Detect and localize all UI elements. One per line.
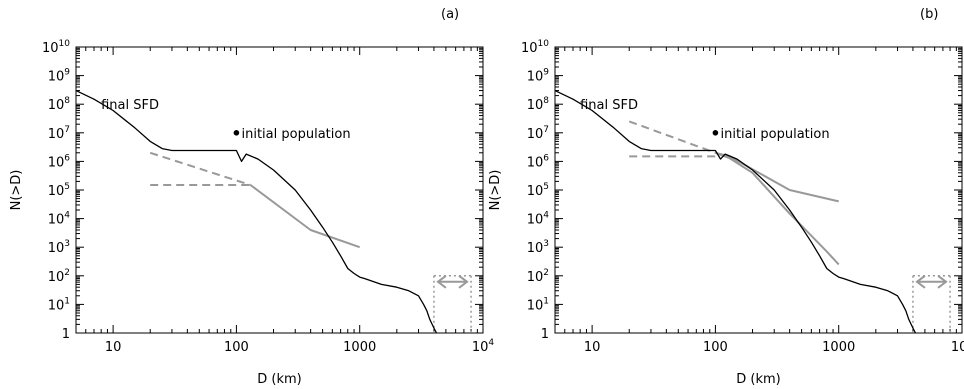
panel-label: (a) bbox=[441, 7, 459, 22]
point-marker-icon bbox=[233, 130, 240, 136]
plot-frame bbox=[554, 46, 963, 334]
y-tick-label: 107 bbox=[48, 125, 70, 142]
chart-panel-b: 10 100 1000 104 1 101 102 103 104 105 106 107 108 109… bbox=[488, 7, 964, 387]
y-tick-label: 109 bbox=[527, 68, 550, 85]
y-tick-label: 1010 bbox=[42, 39, 70, 56]
series-solid-gray-line bbox=[249, 184, 361, 249]
point-marker-icon bbox=[712, 130, 719, 136]
y-tick-label: 1010 bbox=[521, 39, 549, 56]
y-tick-label: 106 bbox=[527, 153, 550, 170]
x-tick-label: 100 bbox=[224, 340, 249, 355]
y-tick-label: 106 bbox=[48, 153, 71, 170]
y-tick-label: 102 bbox=[48, 268, 70, 285]
y-tick-label: 108 bbox=[527, 96, 550, 113]
annotation-final-sfd: final SFD bbox=[580, 98, 638, 113]
x-tick-label: 104 bbox=[951, 338, 964, 355]
y-tick-label: 1 bbox=[541, 327, 549, 342]
chart-panel-a: 10 100 1000 104 1 101 102 103 104 105 106 107 108 109… bbox=[9, 7, 494, 387]
y-tick-label: 101 bbox=[527, 296, 549, 313]
arrow-head-right bbox=[458, 275, 469, 289]
series-solid-gray-line bbox=[715, 151, 840, 266]
panel-label: (b) bbox=[920, 7, 938, 22]
y-tick-label: 105 bbox=[527, 182, 549, 199]
annotation-final-sfd: final SFD bbox=[101, 98, 159, 113]
y-tick-label: 103 bbox=[48, 239, 70, 256]
x-tick-label: 104 bbox=[472, 338, 495, 355]
y-tick-label: 109 bbox=[48, 68, 71, 85]
x-axis-label: D (km) bbox=[257, 372, 301, 387]
y-tick-label: 102 bbox=[527, 268, 549, 285]
y-axis-label: N(>D) bbox=[9, 170, 24, 211]
y-tick-label: 104 bbox=[527, 211, 550, 228]
annotation-initial-population: initial population bbox=[721, 127, 830, 142]
series-dashed-gray-line bbox=[149, 151, 251, 186]
y-tick-label: 108 bbox=[48, 96, 71, 113]
y-tick-label: 107 bbox=[527, 125, 549, 142]
y-tick-label: 101 bbox=[48, 296, 70, 313]
series-dashed-gray-line bbox=[628, 120, 716, 154]
y-tick-label: 103 bbox=[527, 239, 549, 256]
annotation-initial-population: initial population bbox=[242, 127, 351, 142]
series-solid-black-line bbox=[75, 90, 438, 334]
y-axis-label: N(>D) bbox=[488, 170, 503, 211]
arrow-head-right bbox=[937, 275, 948, 289]
arrow-head-left bbox=[915, 275, 926, 289]
arrow-head-left bbox=[436, 275, 447, 289]
x-tick-label: 10 bbox=[584, 340, 601, 355]
x-tick-label: 1000 bbox=[822, 340, 855, 355]
x-tick-label: 1000 bbox=[343, 340, 376, 355]
series-solid-black-line bbox=[554, 90, 917, 334]
x-tick-label: 100 bbox=[703, 340, 728, 355]
x-tick-label: 10 bbox=[105, 340, 122, 355]
x-axis-label: D (km) bbox=[736, 372, 780, 387]
y-tick-label: 105 bbox=[48, 182, 70, 199]
y-tick-label: 104 bbox=[48, 211, 71, 228]
y-tick-label: 1 bbox=[62, 327, 70, 342]
plot-frame bbox=[75, 46, 484, 334]
